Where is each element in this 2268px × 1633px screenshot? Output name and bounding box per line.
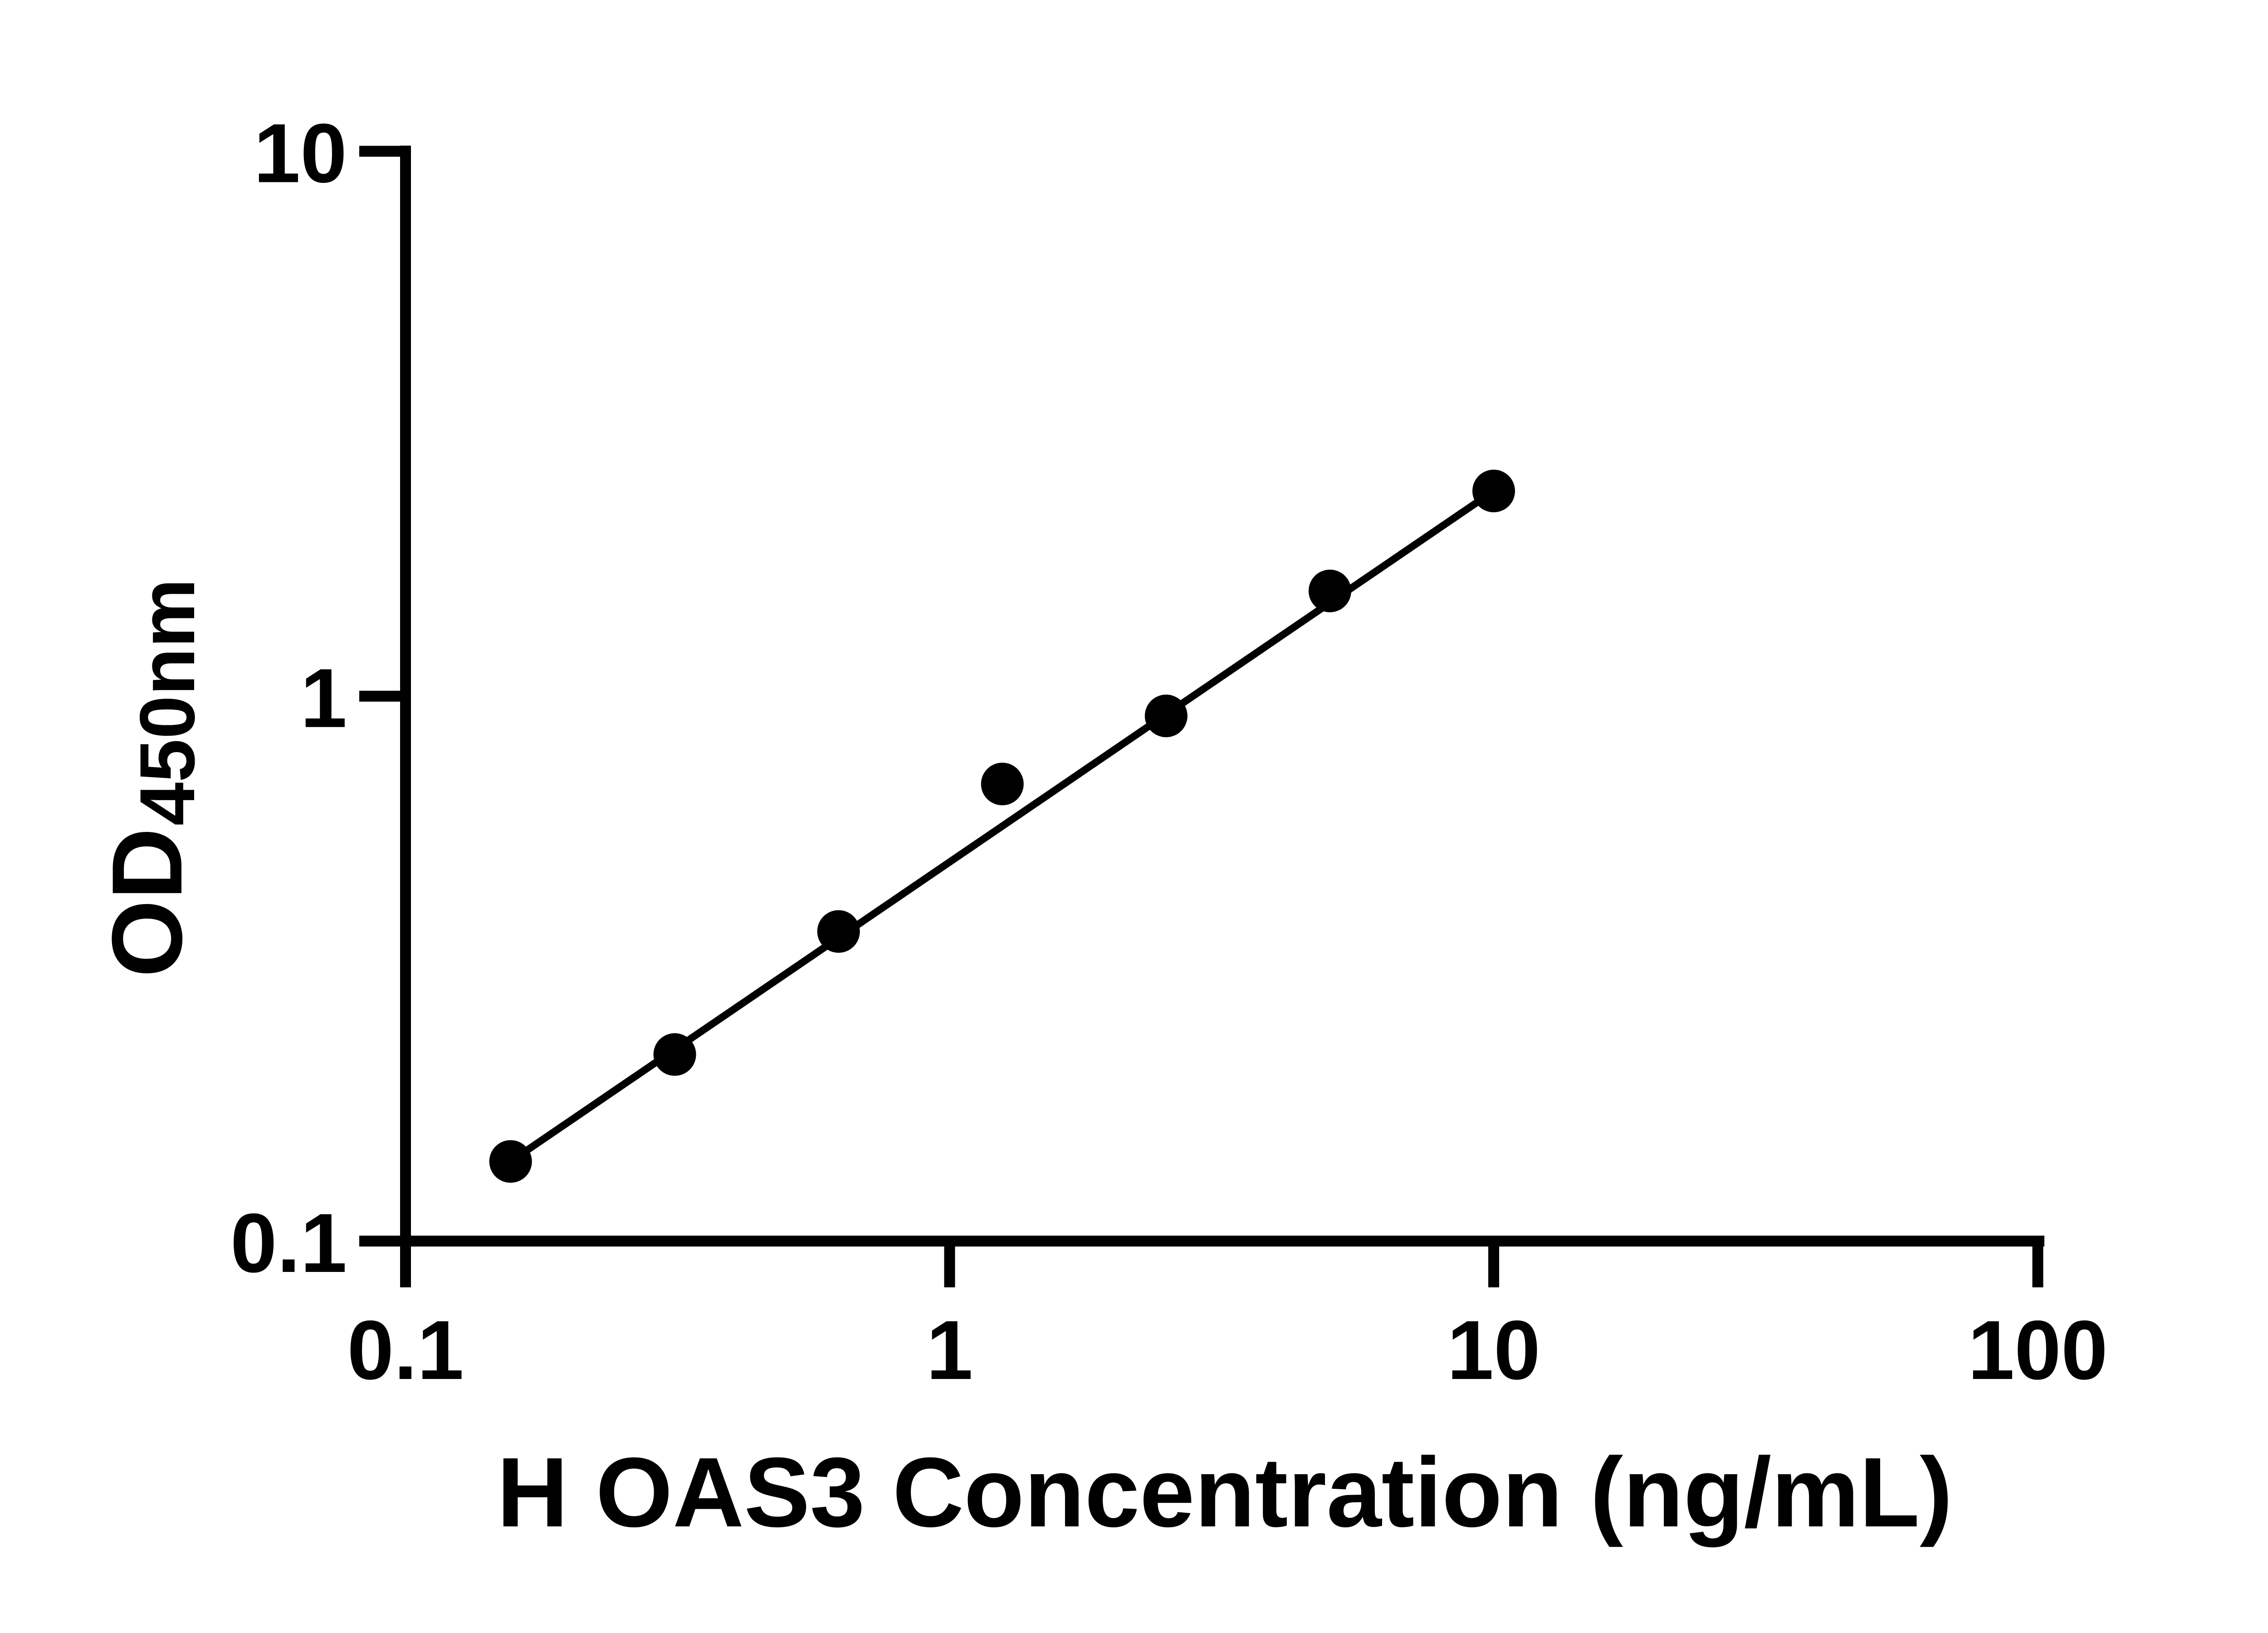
y-axis-title: OD 450nm	[91, 578, 211, 977]
y-axis-ticks	[359, 146, 406, 1247]
x-axis-ticks	[400, 1241, 2043, 1287]
data-point	[1144, 694, 1188, 738]
data-points	[489, 469, 1515, 1183]
y-tick-label: 10	[254, 107, 347, 200]
data-point	[817, 910, 860, 953]
x-axis-tick-labels: 0.1 1 10 100	[347, 1304, 2107, 1397]
y-axis-tick-labels: 0.1 1 10	[230, 107, 347, 1291]
data-point	[489, 1140, 532, 1183]
y-axis-title-main: OD	[91, 828, 203, 978]
y-axis-title-subscript: 450nm	[124, 578, 211, 826]
data-point	[1472, 469, 1515, 513]
x-tick-label: 100	[1968, 1304, 2108, 1397]
data-point	[653, 1033, 696, 1076]
y-tick-label: 1	[300, 652, 347, 745]
data-point	[981, 763, 1024, 806]
x-tick-label: 10	[1447, 1304, 1540, 1397]
y-tick-label: 0.1	[230, 1197, 347, 1290]
x-tick-label: 0.1	[347, 1304, 464, 1397]
x-axis-title: H OAS3 Concentration (ng/mL)	[497, 1437, 1952, 1548]
x-tick-label: 1	[926, 1304, 973, 1397]
data-point	[1308, 569, 1351, 612]
